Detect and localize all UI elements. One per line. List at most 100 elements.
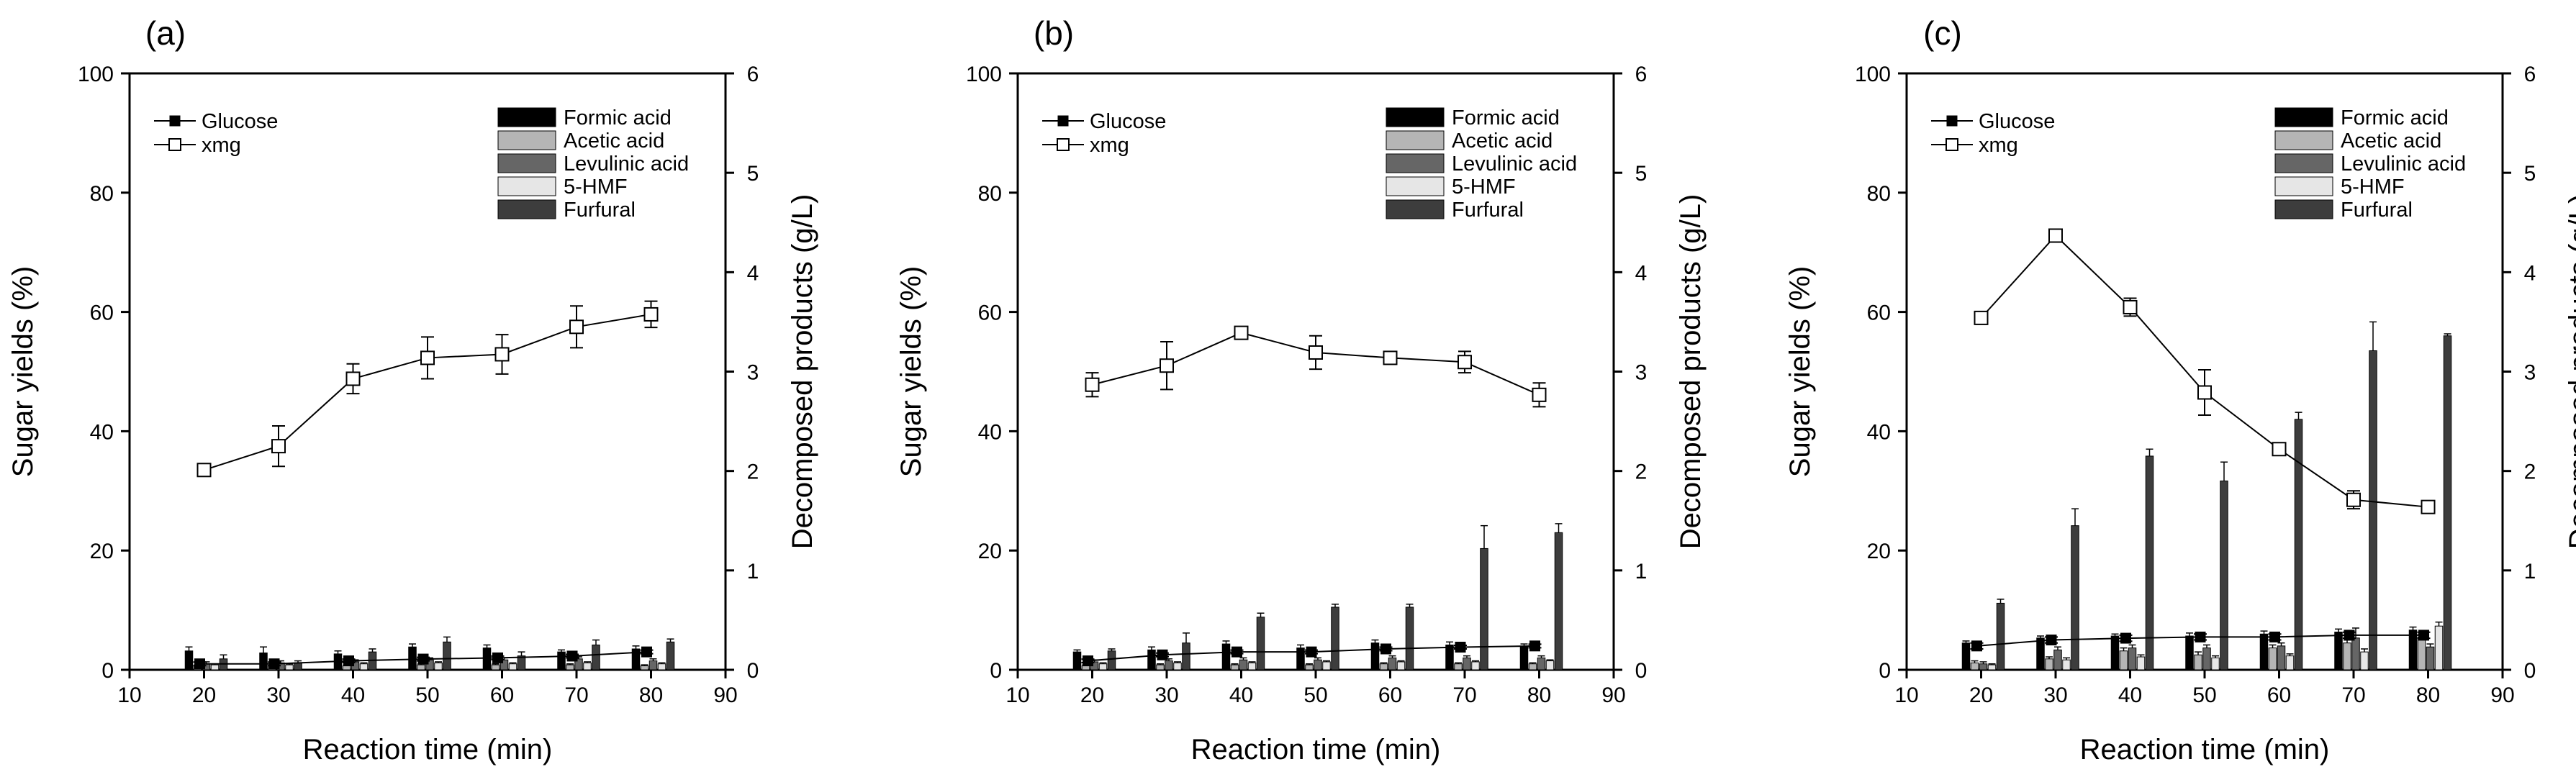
x-tick-label: 80	[2416, 683, 2440, 707]
marker-xmg	[1234, 325, 1249, 340]
legend-swatch-5-hmf	[497, 176, 556, 196]
bar-furfural	[1182, 642, 1190, 671]
bar-formic-acid	[1370, 642, 1380, 671]
legend-swatch-formic-acid	[1386, 107, 1445, 127]
legend-swatch-levulinic-acid	[497, 153, 556, 173]
bar-furfural	[1554, 532, 1563, 671]
y-tick-label: 0	[1879, 659, 1891, 683]
bar-5-hmf	[657, 663, 666, 671]
legend-label-levulinic-acid: Levulinic acid	[2341, 153, 2466, 176]
legend-swatch-5-hmf	[2274, 176, 2333, 196]
bar-formic-acid	[1221, 643, 1231, 671]
bar-5-hmf	[1396, 661, 1406, 671]
bar-5-hmf	[1173, 662, 1182, 671]
marker-xmg	[2421, 499, 2436, 514]
y-tick-label: 60	[978, 301, 1002, 325]
x-tick-label: 80	[1527, 683, 1551, 707]
bar-levulinic-acid	[648, 660, 658, 671]
x-tick-label: 10	[1894, 683, 1918, 707]
y-tick-label: 0	[990, 659, 1002, 683]
legend-swatch-furfural	[497, 199, 556, 219]
marker-glucose	[2046, 635, 2057, 646]
bar-acetic-acid	[491, 664, 500, 671]
bar-levulinic-acid	[1537, 657, 1546, 671]
y2-axis-label: Decomposed products (g/L)	[2564, 194, 2576, 550]
y2-tick-label: 5	[2524, 162, 2536, 186]
y2-axis-label: Decomposed products (g/L)	[1675, 194, 1707, 550]
marker-xmg	[1974, 310, 1989, 325]
marker-glucose	[2269, 631, 2280, 642]
legend-label-formic-acid: Formic acid	[2341, 106, 2449, 130]
y-tick-label: 40	[1867, 420, 1891, 444]
legend-label-5-hmf: 5-HMF	[1452, 176, 1516, 199]
bar-levulinic-acid	[2277, 645, 2286, 671]
bar-acetic-acid	[1454, 663, 1463, 671]
bar-acetic-acid	[2268, 648, 2277, 671]
y-tick-label: 20	[978, 540, 1002, 563]
x-tick-label: 20	[1969, 683, 1993, 707]
marker-xmg	[2197, 385, 2212, 400]
bar-5-hmf	[2434, 625, 2444, 671]
legend-label-furfural: Furfural	[1452, 199, 1524, 222]
marker-xmg	[1532, 387, 1547, 402]
marker-xmg	[1085, 377, 1100, 392]
x-tick-label: 90	[1601, 683, 1625, 707]
marker-glucose	[343, 655, 354, 667]
chart-panel-3: (c) 10 20 30 40 50 60 70 80 90 0 20 40 60 80 100 0 1 2 3 4 5 6…	[1784, 14, 2576, 765]
y2-tick-label: 4	[2524, 261, 2536, 285]
legend-swatch-levulinic-acid	[1386, 153, 1445, 173]
marker-glucose	[1157, 649, 1168, 660]
bar-5-hmf	[210, 664, 220, 671]
y-axis-label: Sugar yields (%)	[7, 266, 39, 477]
marker-glucose	[1306, 646, 1317, 658]
legend-swatch-acetic-acid	[1386, 130, 1445, 150]
marker-glucose	[1380, 643, 1391, 655]
legend-swatch-furfural	[1386, 199, 1445, 219]
y-tick-label: 0	[101, 659, 114, 683]
x-tick-label: 20	[1080, 683, 1104, 707]
bar-5-hmf	[285, 664, 294, 671]
bar-furfural	[1256, 617, 1265, 671]
bar-acetic-acid	[417, 664, 425, 671]
bar-formic-acid	[1147, 649, 1156, 671]
bar-acetic-acid	[1528, 663, 1537, 671]
y2-tick-label: 0	[747, 659, 759, 683]
bar-formic-acid	[184, 650, 194, 671]
legend-swatch-formic-acid	[2274, 107, 2333, 127]
legend-label-xmg: xmg	[1979, 134, 2018, 157]
y2-tick-label: 2	[2524, 460, 2536, 484]
bar-furfural	[666, 641, 675, 671]
y2-tick-label: 1	[2524, 560, 2536, 583]
panel-label: (c)	[1923, 14, 1962, 52]
marker-glucose	[641, 646, 652, 658]
y2-tick-label: 2	[747, 460, 759, 484]
legend-marker-glucose	[169, 115, 181, 127]
y2-tick-label: 4	[747, 261, 759, 285]
y2-tick-label: 3	[747, 361, 759, 385]
marker-glucose	[2195, 631, 2206, 642]
marker-xmg	[1383, 350, 1398, 365]
bar-levulinic-acid	[1239, 659, 1248, 671]
legend-label-glucose: Glucose	[202, 110, 278, 133]
bar-5-hmf	[2285, 655, 2295, 671]
marker-glucose	[2344, 630, 2355, 641]
bar-furfural	[443, 641, 451, 671]
y2-tick-label: 3	[2524, 361, 2536, 385]
legend-marker-xmg	[1057, 138, 1070, 151]
bar-5-hmf	[359, 663, 369, 671]
marker-glucose	[1231, 646, 1242, 658]
x-tick-label: 80	[639, 683, 663, 707]
marker-xmg	[1160, 358, 1174, 373]
marker-glucose	[1971, 640, 1982, 652]
y-tick-label: 20	[90, 540, 114, 563]
legend-label-5-hmf: 5-HMF	[564, 176, 628, 199]
bar-5-hmf	[583, 662, 592, 671]
legend-label-xmg: xmg	[202, 134, 241, 157]
y2-tick-label: 1	[747, 560, 759, 583]
legend-label-furfural: Furfural	[2341, 199, 2413, 222]
y2-tick-label: 3	[1635, 361, 1648, 385]
bar-levulinic-acid	[2053, 649, 2062, 671]
x-tick-label: 30	[2043, 683, 2067, 707]
bar-acetic-acid	[1970, 662, 1979, 671]
